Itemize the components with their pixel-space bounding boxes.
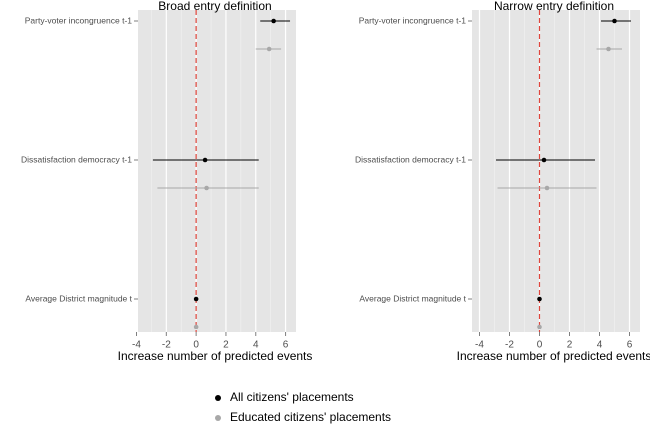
point: [606, 46, 611, 52]
point: [541, 157, 547, 163]
panel-title: Broad entry definition: [158, 0, 271, 13]
plot-background: [472, 10, 640, 332]
point: [202, 157, 208, 163]
y-tick-label: Average District magnitude t: [25, 293, 132, 303]
y-tick-label: Party-voter incongruence t-1: [359, 15, 467, 25]
point: [193, 324, 199, 330]
y-tick-label: Dissatisfaction democracy t-1: [21, 154, 132, 164]
x-tick-label: -4: [132, 340, 141, 351]
y-tick-label: Party-voter incongruence t-1: [25, 15, 133, 25]
x-axis-label: Increase number of predicted events: [118, 349, 313, 363]
point: [204, 185, 209, 191]
point: [193, 296, 199, 302]
x-tick-label: -4: [475, 340, 484, 351]
point: [271, 18, 276, 24]
x-tick-label: 2: [567, 340, 573, 351]
x-tick-label: 6: [283, 340, 289, 351]
legend-label: Educated citizens' placements: [230, 410, 391, 424]
x-tick-label: 6: [627, 340, 633, 351]
x-tick-label: -2: [162, 340, 171, 351]
plot-background: [138, 10, 296, 332]
x-tick-label: -2: [505, 340, 514, 351]
point: [612, 18, 617, 24]
legend-label: All citizens' placements: [230, 390, 354, 404]
point: [266, 46, 272, 52]
panel-title: Narrow entry definition: [494, 0, 614, 13]
x-tick-label: 4: [597, 340, 603, 351]
x-tick-label: 2: [223, 340, 229, 351]
point: [537, 324, 542, 330]
x-axis-label: Increase number of predicted events: [457, 349, 650, 363]
x-tick-label: 0: [537, 340, 543, 351]
point: [544, 185, 550, 191]
y-tick-label: Average District magnitude t: [359, 293, 466, 303]
x-tick-label: 0: [193, 340, 199, 351]
legend-marker: [215, 415, 221, 421]
x-tick-label: 4: [253, 340, 259, 351]
y-tick-label: Dissatisfaction democracy t-1: [355, 154, 466, 164]
legend-marker: [215, 395, 221, 401]
point: [537, 296, 542, 302]
